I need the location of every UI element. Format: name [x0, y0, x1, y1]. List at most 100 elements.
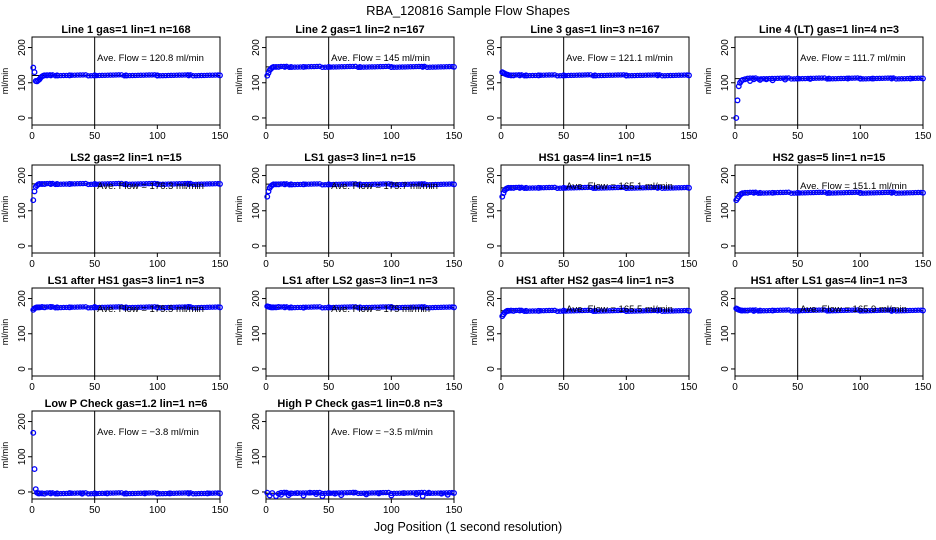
- x-tick-label: 0: [29, 505, 35, 516]
- data-point: [604, 185, 610, 191]
- data-point: [626, 73, 632, 79]
- data-point: [810, 75, 817, 81]
- data-point: [209, 72, 216, 78]
- data-point: [127, 490, 133, 497]
- data-point: [601, 308, 607, 314]
- data-point: [350, 304, 356, 310]
- data-point: [620, 307, 627, 314]
- y-axis-label: ml/min: [703, 319, 713, 346]
- data-point: [105, 181, 111, 187]
- data-point: [157, 181, 163, 188]
- x-tick-label: 150: [915, 382, 932, 393]
- data-point: [52, 181, 59, 188]
- data-point: [294, 64, 301, 70]
- data-point: [319, 64, 326, 71]
- data-point: [529, 185, 536, 191]
- data-point: [182, 72, 188, 78]
- data-point: [300, 64, 306, 70]
- data-point: [576, 307, 583, 314]
- data-point: [673, 185, 679, 191]
- data-point: [427, 304, 433, 311]
- data-point: [407, 304, 414, 310]
- data-point: [336, 304, 342, 310]
- y-axis-label: ml/min: [0, 319, 10, 346]
- data-point: [99, 72, 105, 79]
- data-point: [361, 181, 367, 188]
- data-point: [149, 72, 155, 78]
- data-point: [651, 72, 657, 78]
- data-point: [637, 185, 643, 191]
- data-point: [890, 189, 897, 195]
- data-point: [879, 75, 886, 81]
- data-point: [352, 63, 359, 70]
- data-point: [209, 490, 216, 496]
- data-point: [885, 75, 891, 81]
- data-point: [292, 181, 298, 188]
- data-point: [860, 308, 866, 314]
- data-point: [138, 72, 144, 78]
- data-point: [151, 490, 158, 496]
- data-point: [402, 304, 408, 311]
- data-point: [60, 304, 67, 311]
- data-point: [549, 72, 555, 78]
- data-point: [339, 181, 345, 187]
- data-point: [609, 184, 616, 191]
- data-point: [874, 190, 880, 196]
- data-point: [124, 490, 130, 497]
- data-point: [314, 181, 320, 187]
- data-point: [538, 308, 544, 314]
- data-point: [31, 188, 38, 195]
- data-point: [294, 181, 301, 188]
- data-point: [215, 490, 221, 496]
- data-point: [121, 181, 127, 188]
- data-point: [576, 184, 583, 191]
- data-point: [733, 115, 740, 121]
- data-point: [868, 190, 875, 196]
- data-point: [135, 490, 141, 497]
- plot-frame: [265, 287, 455, 377]
- data-point: [852, 75, 858, 81]
- data-point: [132, 490, 138, 497]
- data-point: [283, 181, 290, 187]
- data-point: [58, 490, 64, 497]
- data-point: [168, 181, 174, 187]
- data-point: [618, 184, 624, 191]
- ave-flow-annotation: Ave. Flow = 120.8 ml/min: [97, 53, 204, 64]
- data-point: [385, 181, 392, 187]
- data-point: [667, 185, 674, 191]
- data-point: [435, 304, 441, 311]
- data-point: [322, 490, 328, 497]
- data-point: [651, 184, 657, 191]
- data-point: [407, 181, 414, 187]
- x-tick-label: 150: [446, 382, 463, 393]
- data-point: [207, 490, 213, 496]
- data-point: [821, 189, 828, 195]
- data-point: [918, 75, 924, 81]
- data-point: [518, 184, 525, 190]
- data-point: [193, 490, 199, 497]
- ave-flow-annotation: Ave. Flow = 111.7 ml/min: [800, 53, 905, 64]
- data-point: [121, 491, 127, 497]
- data-point: [146, 490, 152, 496]
- data-point: [750, 307, 756, 313]
- data-point: [193, 304, 199, 311]
- data-point: [824, 76, 830, 82]
- data-point: [421, 181, 428, 187]
- data-point: [441, 181, 447, 187]
- data-point: [438, 181, 444, 188]
- data-point: [69, 490, 75, 496]
- data-point: [300, 304, 306, 311]
- data-point: [838, 75, 844, 82]
- data-point: [634, 72, 641, 79]
- data-point: [121, 73, 127, 79]
- data-point: [681, 72, 687, 78]
- data-point: [418, 489, 425, 496]
- data-point: [769, 75, 775, 82]
- data-point: [113, 490, 119, 496]
- data-point: [607, 308, 613, 314]
- data-point: [314, 489, 320, 496]
- data-point: [394, 181, 400, 188]
- x-tick-label: 0: [732, 259, 738, 270]
- y-tick-label: 0: [251, 243, 262, 249]
